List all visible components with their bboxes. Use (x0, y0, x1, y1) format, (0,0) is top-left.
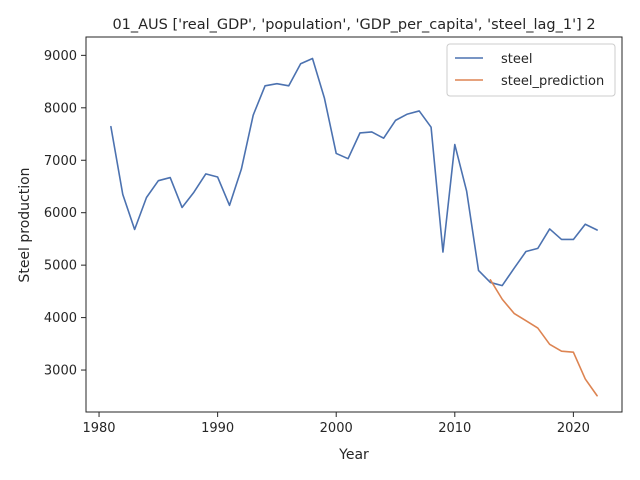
y-tick-label: 6000 (44, 206, 77, 221)
chart-title: 01_AUS ['real_GDP', 'population', 'GDP_p… (112, 17, 595, 33)
plot-area (85, 36, 623, 413)
y-axis: 3000 4000 5000 6000 7000 8000 9000 (44, 49, 86, 379)
legend-box (446, 43, 616, 97)
series-line-steel (110, 57, 598, 287)
y-tick-label: 4000 (44, 311, 77, 326)
legend-label-steel-prediction: steel_prediction (501, 74, 604, 89)
series-layer (110, 57, 598, 397)
y-tick-label: 9000 (44, 49, 77, 64)
y-axis-label: Steel production (17, 167, 33, 282)
y-tick-label: 8000 (44, 101, 77, 116)
y-tick-label: 3000 (44, 364, 77, 379)
x-tick-label: 1990 (201, 421, 234, 436)
x-tick-label: 2000 (320, 421, 353, 436)
x-axis: 1980 1990 2000 2010 2020 (82, 412, 590, 436)
series-line-steel-prediction (489, 279, 598, 397)
x-axis-label: Year (338, 447, 369, 463)
x-tick-label: 2010 (438, 421, 471, 436)
x-tick-label: 2020 (557, 421, 590, 436)
legend: steel steel_prediction (446, 43, 616, 97)
legend-label-steel: steel (501, 52, 532, 67)
x-tick-label: 1980 (82, 421, 115, 436)
y-tick-label: 7000 (44, 154, 77, 169)
y-tick-label: 5000 (44, 259, 77, 274)
